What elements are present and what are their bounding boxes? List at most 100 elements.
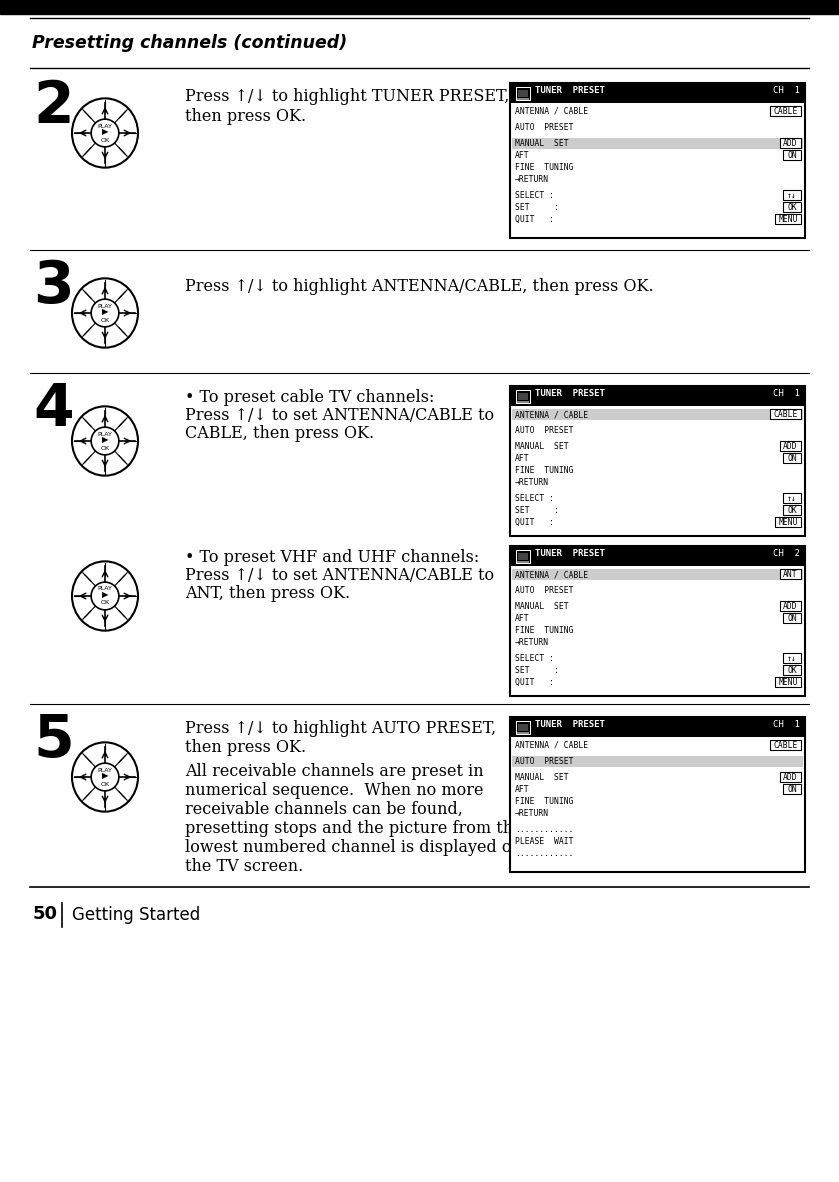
Text: SELECT :: SELECT : xyxy=(515,191,554,200)
Bar xyxy=(510,717,805,872)
Text: OK: OK xyxy=(101,600,110,605)
Text: CABLE: CABLE xyxy=(774,410,798,418)
Bar xyxy=(783,493,801,504)
Text: 50: 50 xyxy=(33,905,58,923)
Text: ANT, then press OK.: ANT, then press OK. xyxy=(185,585,350,602)
Text: ADD: ADD xyxy=(783,602,798,611)
Bar xyxy=(518,725,528,730)
Text: OK: OK xyxy=(101,137,110,143)
Text: →RETURN: →RETURN xyxy=(515,478,549,487)
Text: ADD: ADD xyxy=(783,139,798,148)
Text: • To preset VHF and UHF channels:: • To preset VHF and UHF channels: xyxy=(185,548,479,566)
Text: CH  2: CH 2 xyxy=(773,548,800,558)
Bar xyxy=(780,569,801,579)
Bar xyxy=(516,550,530,563)
Bar xyxy=(512,756,803,767)
Bar xyxy=(511,717,804,738)
Text: CABLE: CABLE xyxy=(774,108,798,116)
Text: FINE  TUNING: FINE TUNING xyxy=(515,466,574,475)
Text: ↑↓: ↑↓ xyxy=(787,654,797,663)
Text: Press ↑/↓ to highlight AUTO PRESET,: Press ↑/↓ to highlight AUTO PRESET, xyxy=(185,720,496,738)
Text: MENU: MENU xyxy=(779,518,798,527)
Text: CABLE, then press OK.: CABLE, then press OK. xyxy=(185,426,374,442)
Text: • To preset cable TV channels:: • To preset cable TV channels: xyxy=(185,389,435,405)
Text: →RETURN: →RETURN xyxy=(515,808,549,818)
Text: CH  1: CH 1 xyxy=(773,720,800,729)
Text: OK: OK xyxy=(787,506,797,515)
Bar xyxy=(783,190,801,200)
Text: ON: ON xyxy=(787,454,797,463)
Bar xyxy=(516,390,530,403)
Text: SELECT :: SELECT : xyxy=(515,494,554,504)
Bar xyxy=(0,0,839,14)
Text: ANT: ANT xyxy=(783,570,798,579)
Text: AFT: AFT xyxy=(515,151,529,160)
Text: Press ↑/↓ to set ANTENNA/CABLE to: Press ↑/↓ to set ANTENNA/CABLE to xyxy=(185,407,494,424)
Bar xyxy=(518,553,528,560)
Text: SET     :: SET : xyxy=(515,203,559,212)
Bar xyxy=(780,772,801,782)
Text: numerical sequence.  When no more: numerical sequence. When no more xyxy=(185,782,483,799)
Text: PLAY: PLAY xyxy=(97,431,112,436)
Bar xyxy=(517,98,529,100)
Text: ▶: ▶ xyxy=(102,435,108,444)
Text: Press ↑/↓ to highlight TUNER PRESET,: Press ↑/↓ to highlight TUNER PRESET, xyxy=(185,87,509,105)
Text: MANUAL  SET: MANUAL SET xyxy=(515,139,569,148)
Text: OK: OK xyxy=(787,203,797,212)
Bar xyxy=(783,505,801,515)
Text: TUNER  PRESET: TUNER PRESET xyxy=(535,548,605,558)
Text: then press OK.: then press OK. xyxy=(185,108,306,125)
Text: AUTO  PRESET: AUTO PRESET xyxy=(515,586,574,595)
Bar xyxy=(783,613,801,623)
Bar xyxy=(516,87,530,100)
Text: CABLE: CABLE xyxy=(774,741,798,751)
Text: ANTENNA / CABLE: ANTENNA / CABLE xyxy=(515,741,588,751)
Bar xyxy=(775,214,801,225)
Text: OK: OK xyxy=(101,446,110,450)
Text: 4: 4 xyxy=(33,381,74,439)
Text: ▶: ▶ xyxy=(102,772,108,780)
Text: ↑↓: ↑↓ xyxy=(787,191,797,200)
Bar xyxy=(780,138,801,148)
Bar xyxy=(775,517,801,527)
Text: PLEASE  WAIT: PLEASE WAIT xyxy=(515,837,574,846)
Bar xyxy=(517,561,529,563)
Text: MANUAL  SET: MANUAL SET xyxy=(515,442,569,452)
Text: OK: OK xyxy=(787,665,797,675)
Text: AUTO  PRESET: AUTO PRESET xyxy=(515,426,574,435)
Text: ............: ............ xyxy=(515,825,574,834)
Text: ANTENNA / CABLE: ANTENNA / CABLE xyxy=(515,108,588,116)
Bar xyxy=(518,392,528,400)
Bar xyxy=(783,784,801,794)
Text: AFT: AFT xyxy=(515,454,529,463)
Bar xyxy=(775,677,801,687)
Text: TUNER  PRESET: TUNER PRESET xyxy=(535,720,605,729)
Text: lowest numbered channel is displayed on: lowest numbered channel is displayed on xyxy=(185,839,522,856)
Text: SELECT :: SELECT : xyxy=(515,654,554,663)
Bar xyxy=(511,546,804,566)
Text: 5: 5 xyxy=(33,712,74,769)
Bar xyxy=(783,150,801,160)
Text: MANUAL  SET: MANUAL SET xyxy=(515,602,569,611)
Text: AUTO  PRESET: AUTO PRESET xyxy=(515,123,574,132)
Text: →RETURN: →RETURN xyxy=(515,638,549,647)
Text: AUTO  PRESET: AUTO PRESET xyxy=(515,756,574,766)
Text: ADD: ADD xyxy=(783,773,798,782)
Text: ............: ............ xyxy=(515,849,574,858)
Bar xyxy=(770,409,801,418)
Text: ▶: ▶ xyxy=(102,307,108,317)
Text: Getting Started: Getting Started xyxy=(72,905,201,924)
Bar xyxy=(517,401,529,403)
Bar xyxy=(510,387,805,535)
Text: ANTENNA / CABLE: ANTENNA / CABLE xyxy=(515,410,588,418)
Text: ADD: ADD xyxy=(783,442,798,452)
Bar xyxy=(783,202,801,212)
Text: ↑↓: ↑↓ xyxy=(787,494,797,504)
Bar xyxy=(518,90,528,97)
Text: then press OK.: then press OK. xyxy=(185,739,306,756)
Bar xyxy=(770,106,801,116)
Text: SET     :: SET : xyxy=(515,506,559,515)
Text: Presetting channels (continued): Presetting channels (continued) xyxy=(32,34,347,52)
Text: →RETURN: →RETURN xyxy=(515,175,549,184)
Text: QUIT   :: QUIT : xyxy=(515,215,554,225)
